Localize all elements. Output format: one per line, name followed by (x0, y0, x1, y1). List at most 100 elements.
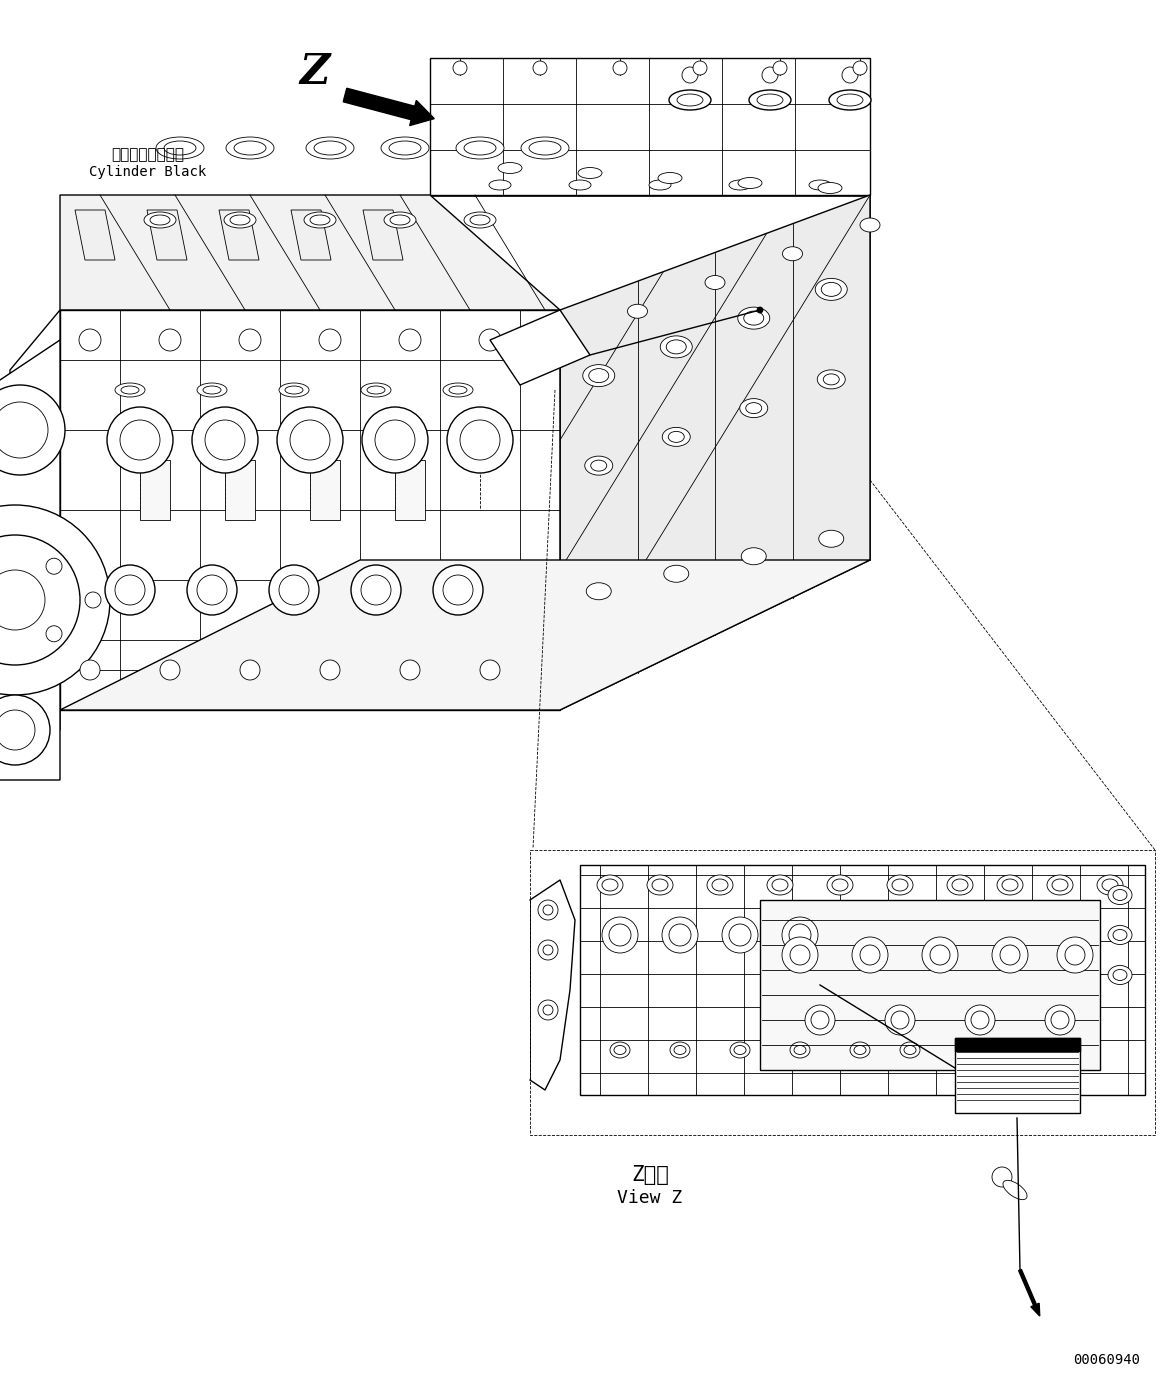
Circle shape (351, 566, 401, 615)
Ellipse shape (498, 162, 522, 173)
Ellipse shape (821, 282, 841, 296)
Ellipse shape (887, 875, 913, 895)
FancyArrow shape (1019, 1270, 1040, 1317)
Ellipse shape (156, 137, 204, 159)
Ellipse shape (614, 1046, 626, 1054)
Circle shape (790, 945, 809, 965)
Ellipse shape (809, 180, 832, 189)
Ellipse shape (197, 383, 227, 397)
Circle shape (971, 1011, 989, 1029)
Circle shape (543, 945, 552, 956)
Circle shape (277, 407, 343, 473)
Circle shape (805, 1005, 835, 1034)
Ellipse shape (578, 167, 602, 178)
Circle shape (992, 1167, 1012, 1187)
Circle shape (0, 384, 65, 474)
Text: Z　視: Z 視 (632, 1164, 669, 1185)
Circle shape (538, 1000, 558, 1021)
Polygon shape (140, 461, 170, 520)
Ellipse shape (628, 304, 648, 318)
Ellipse shape (1108, 925, 1132, 945)
Ellipse shape (829, 90, 871, 111)
Bar (955, 1039, 1080, 1051)
Ellipse shape (818, 369, 846, 389)
Ellipse shape (1113, 889, 1127, 900)
Circle shape (85, 592, 101, 609)
Circle shape (0, 402, 48, 458)
Circle shape (722, 917, 758, 953)
Circle shape (682, 66, 698, 83)
Ellipse shape (144, 212, 176, 228)
Ellipse shape (306, 137, 354, 159)
Circle shape (79, 329, 101, 351)
Circle shape (852, 938, 889, 974)
Ellipse shape (550, 333, 570, 347)
Circle shape (454, 61, 468, 75)
Polygon shape (60, 195, 561, 310)
Circle shape (1051, 1011, 1069, 1029)
Polygon shape (60, 560, 870, 709)
Ellipse shape (583, 365, 615, 387)
Circle shape (290, 420, 330, 461)
Circle shape (461, 420, 500, 461)
Ellipse shape (456, 137, 504, 159)
Polygon shape (759, 900, 1100, 1070)
Ellipse shape (666, 340, 686, 354)
Ellipse shape (121, 386, 140, 394)
Ellipse shape (361, 383, 391, 397)
Ellipse shape (730, 1041, 750, 1058)
Polygon shape (291, 210, 331, 260)
Ellipse shape (652, 880, 668, 891)
Circle shape (361, 575, 391, 604)
Ellipse shape (677, 94, 702, 106)
Circle shape (479, 329, 501, 351)
Polygon shape (580, 864, 1146, 1095)
Ellipse shape (1103, 880, 1118, 891)
Ellipse shape (757, 94, 783, 106)
Ellipse shape (488, 180, 511, 189)
Circle shape (538, 940, 558, 960)
Ellipse shape (1113, 929, 1127, 940)
Circle shape (891, 1011, 909, 1029)
Ellipse shape (588, 369, 608, 383)
Circle shape (187, 566, 237, 615)
Circle shape (543, 904, 552, 916)
Ellipse shape (741, 548, 766, 564)
Circle shape (447, 407, 513, 473)
Circle shape (362, 407, 428, 473)
Circle shape (0, 696, 50, 765)
Text: View Z: View Z (618, 1189, 683, 1207)
Circle shape (1046, 1005, 1075, 1034)
Ellipse shape (790, 1041, 809, 1058)
Circle shape (757, 307, 763, 313)
Ellipse shape (1053, 880, 1068, 891)
Circle shape (662, 917, 698, 953)
Ellipse shape (744, 311, 764, 325)
Ellipse shape (591, 461, 607, 472)
Ellipse shape (204, 386, 221, 394)
Ellipse shape (745, 402, 762, 414)
Circle shape (205, 420, 245, 461)
Ellipse shape (837, 94, 863, 106)
Ellipse shape (772, 880, 789, 891)
Circle shape (443, 575, 473, 604)
Ellipse shape (597, 875, 623, 895)
Circle shape (773, 61, 787, 75)
Ellipse shape (314, 141, 347, 155)
Ellipse shape (649, 180, 671, 189)
Ellipse shape (783, 246, 802, 261)
Ellipse shape (818, 183, 842, 194)
Circle shape (107, 407, 173, 473)
Ellipse shape (1113, 969, 1127, 981)
Ellipse shape (150, 214, 170, 225)
Circle shape (965, 1005, 996, 1034)
Ellipse shape (311, 214, 330, 225)
Circle shape (782, 917, 818, 953)
Polygon shape (10, 310, 60, 730)
Ellipse shape (662, 427, 691, 447)
Ellipse shape (285, 386, 304, 394)
Circle shape (762, 66, 778, 83)
Circle shape (0, 505, 110, 696)
Circle shape (0, 570, 45, 631)
Circle shape (852, 61, 866, 75)
